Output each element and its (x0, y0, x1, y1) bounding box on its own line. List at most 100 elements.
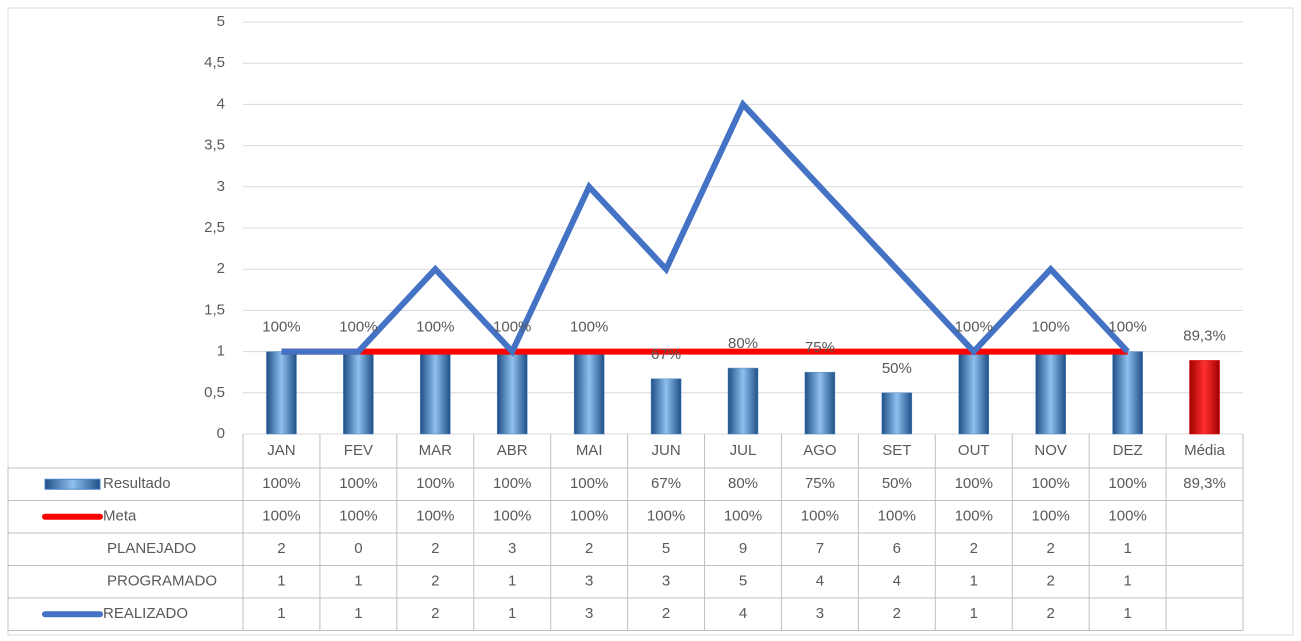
table-cell: 2 (1047, 573, 1055, 590)
table-cell: 1 (277, 605, 285, 622)
table-cell: 5 (662, 540, 670, 557)
table-cell: 100% (416, 475, 454, 492)
legend-label: Resultado (103, 475, 171, 492)
x-tick-label: Média (1184, 442, 1226, 459)
data-label: 100% (339, 319, 377, 336)
table-cell: 1 (1123, 540, 1131, 557)
table-cell: 1 (970, 573, 978, 590)
table-cell: 100% (570, 508, 608, 525)
table-cell: 80% (728, 475, 758, 492)
bar (1189, 360, 1220, 435)
y-tick-label: 4,5 (204, 54, 225, 71)
bar (420, 351, 451, 435)
table-cell: 2 (970, 540, 978, 557)
table-cell: 100% (1108, 508, 1146, 525)
table-cell: 4 (816, 573, 824, 590)
table-cell: 3 (662, 573, 670, 590)
y-tick-label: 2 (217, 260, 225, 277)
x-tick-label: MAI (576, 442, 603, 459)
data-label: 100% (1108, 319, 1146, 336)
table-cell: 1 (1123, 573, 1131, 590)
legend-label: Meta (103, 508, 137, 525)
table-cell: 100% (724, 508, 762, 525)
table-cell: 100% (339, 475, 377, 492)
table-cell: 4 (739, 605, 747, 622)
table-cell: 100% (339, 508, 377, 525)
bar (958, 351, 990, 435)
table-cell: 100% (878, 508, 916, 525)
bar (1035, 351, 1066, 435)
table-cell: 6 (893, 540, 901, 557)
table-cell: 9 (739, 540, 747, 557)
table-cell: 100% (1032, 508, 1070, 525)
table-cell: 2 (431, 573, 439, 590)
x-tick-label: AGO (803, 442, 836, 459)
table-cell: 2 (585, 540, 593, 557)
table-cell: 1 (354, 573, 362, 590)
x-tick-label: FEV (344, 442, 373, 459)
table-cell: 100% (955, 475, 993, 492)
table-cell: 2 (1047, 605, 1055, 622)
data-label: 100% (1032, 319, 1070, 336)
table-cell: 2 (431, 540, 439, 557)
y-tick-label: 3 (217, 178, 225, 195)
table-cell: 67% (651, 475, 681, 492)
table-cell: 75% (805, 475, 835, 492)
x-tick-label: SET (882, 442, 911, 459)
bar (573, 351, 605, 435)
table-cell: 2 (277, 540, 285, 557)
x-tick-label: OUT (958, 442, 990, 459)
table-cell: 100% (647, 508, 685, 525)
table-cell: 1 (354, 605, 362, 622)
y-tick-label: 0,5 (204, 384, 225, 401)
y-tick-label: 3,5 (204, 137, 225, 154)
y-tick-label: 1 (217, 343, 225, 360)
table-cell: 100% (955, 508, 993, 525)
bar (804, 371, 836, 435)
legend-label: PLANEJADO (107, 540, 196, 557)
table-cell: 4 (893, 573, 901, 590)
table-cell: 1 (277, 573, 285, 590)
legend-key (44, 478, 101, 490)
table-cell: 50% (882, 475, 912, 492)
bar (1112, 351, 1143, 435)
table-cell: 1 (970, 605, 978, 622)
table-cell: 89,3% (1183, 475, 1226, 492)
y-tick-label: 5 (217, 13, 225, 30)
table-cell: 100% (1108, 475, 1146, 492)
table-cell: 0 (354, 540, 362, 557)
bar (343, 351, 374, 435)
x-tick-label: NOV (1034, 442, 1067, 459)
data-label: 50% (882, 360, 912, 377)
table-cell: 1 (1123, 605, 1131, 622)
table-cell: 3 (508, 540, 516, 557)
table-cell: 2 (893, 605, 901, 622)
bar (496, 351, 528, 435)
table-cell: 2 (431, 605, 439, 622)
table-cell: 3 (585, 605, 593, 622)
bar (881, 392, 913, 435)
table-cell: 100% (416, 508, 454, 525)
bar (650, 378, 682, 435)
table-cell: 7 (816, 540, 824, 557)
table-cell: 3 (816, 605, 824, 622)
data-label: 75% (805, 339, 835, 356)
data-label: 100% (262, 319, 300, 336)
line-series (281, 99, 1130, 357)
y-tick-label: 2,5 (204, 219, 225, 236)
data-label: 100% (416, 319, 454, 336)
table-cell: 100% (493, 475, 531, 492)
table-cell: 2 (662, 605, 670, 622)
table-cell: 100% (801, 508, 839, 525)
y-tick-label: 0 (217, 425, 225, 442)
data-label: 89,3% (1183, 327, 1226, 344)
data-label: 80% (728, 335, 758, 352)
x-tick-label: DEZ (1113, 442, 1143, 459)
legend-label: REALIZADO (103, 605, 188, 622)
table-cell: 100% (262, 508, 300, 525)
x-tick-label: JUN (651, 442, 680, 459)
table-cell: 2 (1047, 540, 1055, 557)
table-cell: 5 (739, 573, 747, 590)
bar (727, 367, 759, 435)
